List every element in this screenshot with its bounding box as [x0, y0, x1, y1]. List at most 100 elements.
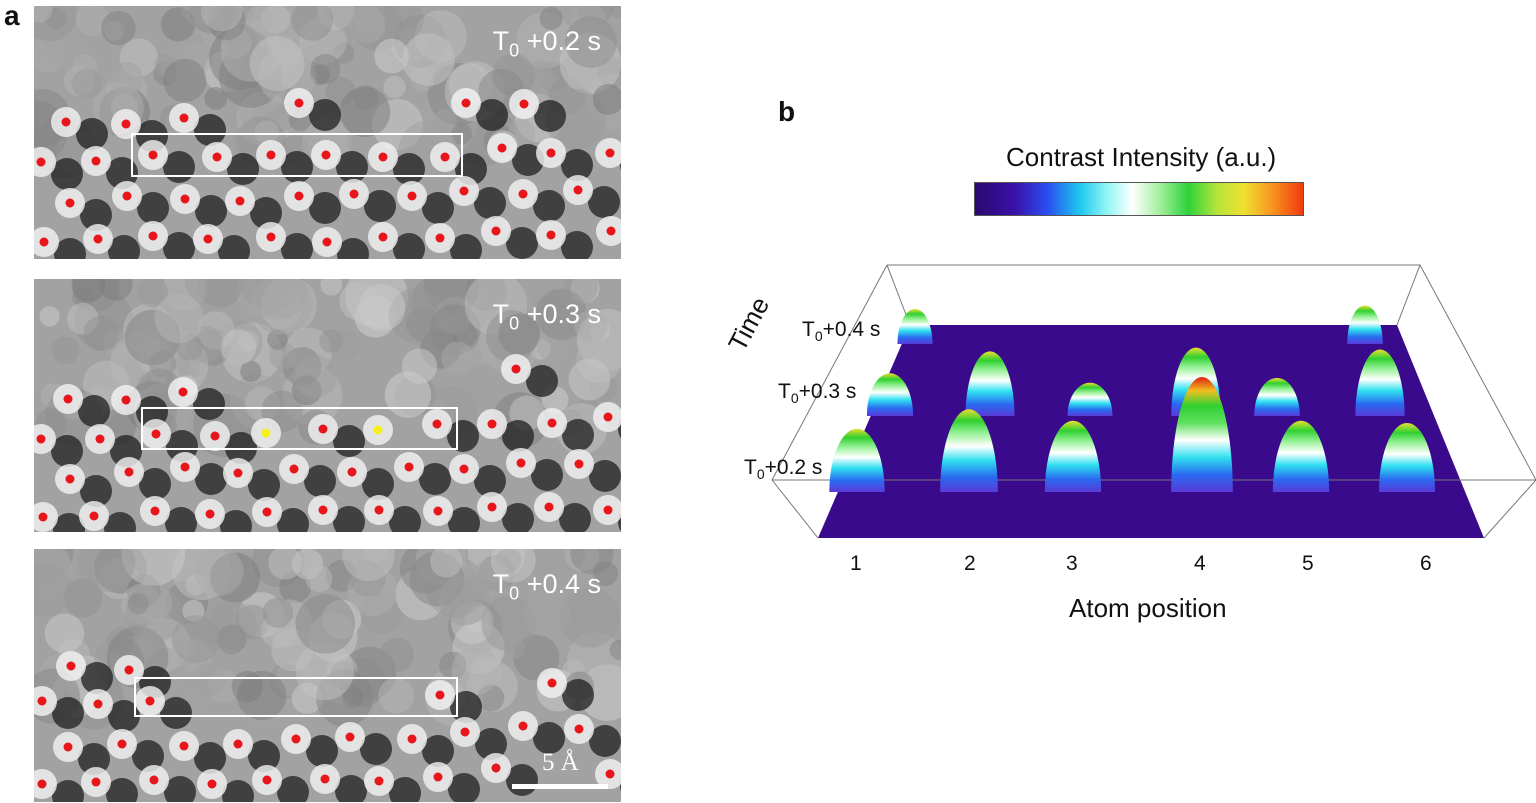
- noise-blob: [441, 341, 475, 375]
- lattice-gap: [78, 395, 110, 427]
- atom-marker: [180, 462, 190, 472]
- atom-marker: [145, 696, 155, 706]
- atom-marker: [178, 387, 188, 397]
- atom-marker: [151, 429, 161, 439]
- atom-marker: [459, 464, 469, 474]
- atom-marker: [318, 424, 328, 434]
- noise-blob: [378, 677, 415, 714]
- lattice-gap: [562, 419, 594, 451]
- time-label-t02: T0+0.2 s: [744, 456, 823, 483]
- atom-marker: [93, 234, 103, 244]
- noise-blob: [83, 315, 119, 351]
- lattice-gap: [306, 735, 338, 767]
- noise-blob: [291, 6, 334, 41]
- atom-marker: [207, 779, 217, 789]
- time-label-t04: T0+0.4 s: [802, 318, 881, 345]
- x-tick-2: 2: [964, 552, 976, 575]
- noise-blob: [34, 562, 73, 617]
- lattice-gap: [474, 187, 506, 219]
- atom-marker: [374, 776, 384, 786]
- lattice-gap: [588, 186, 620, 218]
- region-box: [134, 677, 458, 717]
- lattice-gap: [559, 503, 591, 532]
- intensity-peak-r1-c5: [1272, 420, 1330, 492]
- lattice-gap: [222, 780, 254, 802]
- lattice-gap: [277, 508, 309, 532]
- atom-marker: [121, 395, 131, 405]
- lattice-gap: [360, 733, 392, 765]
- atom-marker: [404, 462, 414, 472]
- box-vertical-right: [1396, 264, 1421, 326]
- noise-blob: [71, 68, 103, 100]
- atom-marker: [294, 98, 304, 108]
- lattice-gap: [309, 99, 341, 131]
- noise-blob: [163, 58, 207, 103]
- atom-marker: [347, 467, 357, 477]
- lattice-gap: [277, 776, 309, 802]
- lattice-gap: [51, 158, 83, 190]
- intensity-peak-r1-c6: [1379, 423, 1435, 492]
- noise-blob: [339, 86, 391, 138]
- noise-blob: [39, 306, 60, 327]
- atom-marker: [205, 509, 215, 519]
- noise-blob: [305, 565, 333, 593]
- noise-blob: [101, 10, 136, 46]
- noise-blob: [75, 6, 110, 36]
- atom-marker: [407, 191, 417, 201]
- noise-blob: [439, 574, 490, 626]
- colorbar: [974, 182, 1304, 216]
- intensity-peak-r1-c2: [940, 409, 998, 492]
- lattice-gap: [531, 459, 563, 491]
- atom-marker: [516, 458, 526, 468]
- atom-marker: [122, 191, 132, 201]
- time-label-t03: T0+0.3 s: [778, 380, 857, 407]
- lattice-gap: [362, 468, 394, 500]
- atom-marker: [61, 117, 71, 127]
- intensity-peak-r3-c1: [897, 309, 933, 344]
- x-tick-1: 1: [850, 552, 862, 575]
- lattice-gap: [248, 740, 280, 772]
- lattice-gap: [589, 460, 621, 492]
- lattice-gap: [51, 435, 83, 467]
- box-front-right-edge: [1483, 479, 1536, 539]
- lattice-gap: [589, 725, 621, 757]
- atom-marker: [179, 741, 189, 751]
- atom-marker: [121, 119, 131, 129]
- noise-blob: [384, 6, 424, 40]
- atom-marker: [117, 739, 127, 749]
- noise-blob: [451, 646, 500, 696]
- noise-blob: [268, 549, 302, 580]
- intensity-surface-plot: Contrast Intensity (a.u.) Time T0+0.4 s …: [700, 100, 1536, 640]
- atom-marker: [605, 769, 615, 779]
- atom-marker: [65, 198, 75, 208]
- noise-blob: [34, 6, 53, 23]
- atom-marker: [63, 394, 73, 404]
- atom-marker: [233, 468, 243, 478]
- lattice-gap: [448, 507, 480, 532]
- atom-marker: [262, 775, 272, 785]
- noise-blob: [574, 310, 608, 343]
- atom-marker: [487, 502, 497, 512]
- intensity-peak-r1-c4: [1171, 377, 1233, 492]
- atom-marker: [93, 699, 103, 709]
- intensity-peak-r2-c5: [1254, 378, 1300, 416]
- lattice-gap: [333, 506, 365, 532]
- atom-marker: [378, 152, 388, 162]
- noise-blob: [237, 670, 287, 721]
- lattice-gap: [304, 465, 336, 497]
- noise-blob: [537, 332, 568, 363]
- intensity-peak-r2-c2: [965, 351, 1015, 416]
- new-atom-marker: [373, 425, 383, 435]
- noise-blob: [254, 120, 279, 145]
- atom-marker: [546, 230, 556, 240]
- lattice-gap: [526, 365, 558, 397]
- lattice-gap: [248, 469, 280, 501]
- noise-blob: [127, 592, 150, 615]
- intensity-peak-r2-c1: [866, 373, 914, 416]
- atom-marker: [210, 431, 220, 441]
- noise-blob: [295, 641, 354, 701]
- atom-marker: [148, 231, 158, 241]
- noise-blob: [320, 279, 343, 296]
- atom-marker: [349, 189, 359, 199]
- atom-marker: [148, 150, 158, 160]
